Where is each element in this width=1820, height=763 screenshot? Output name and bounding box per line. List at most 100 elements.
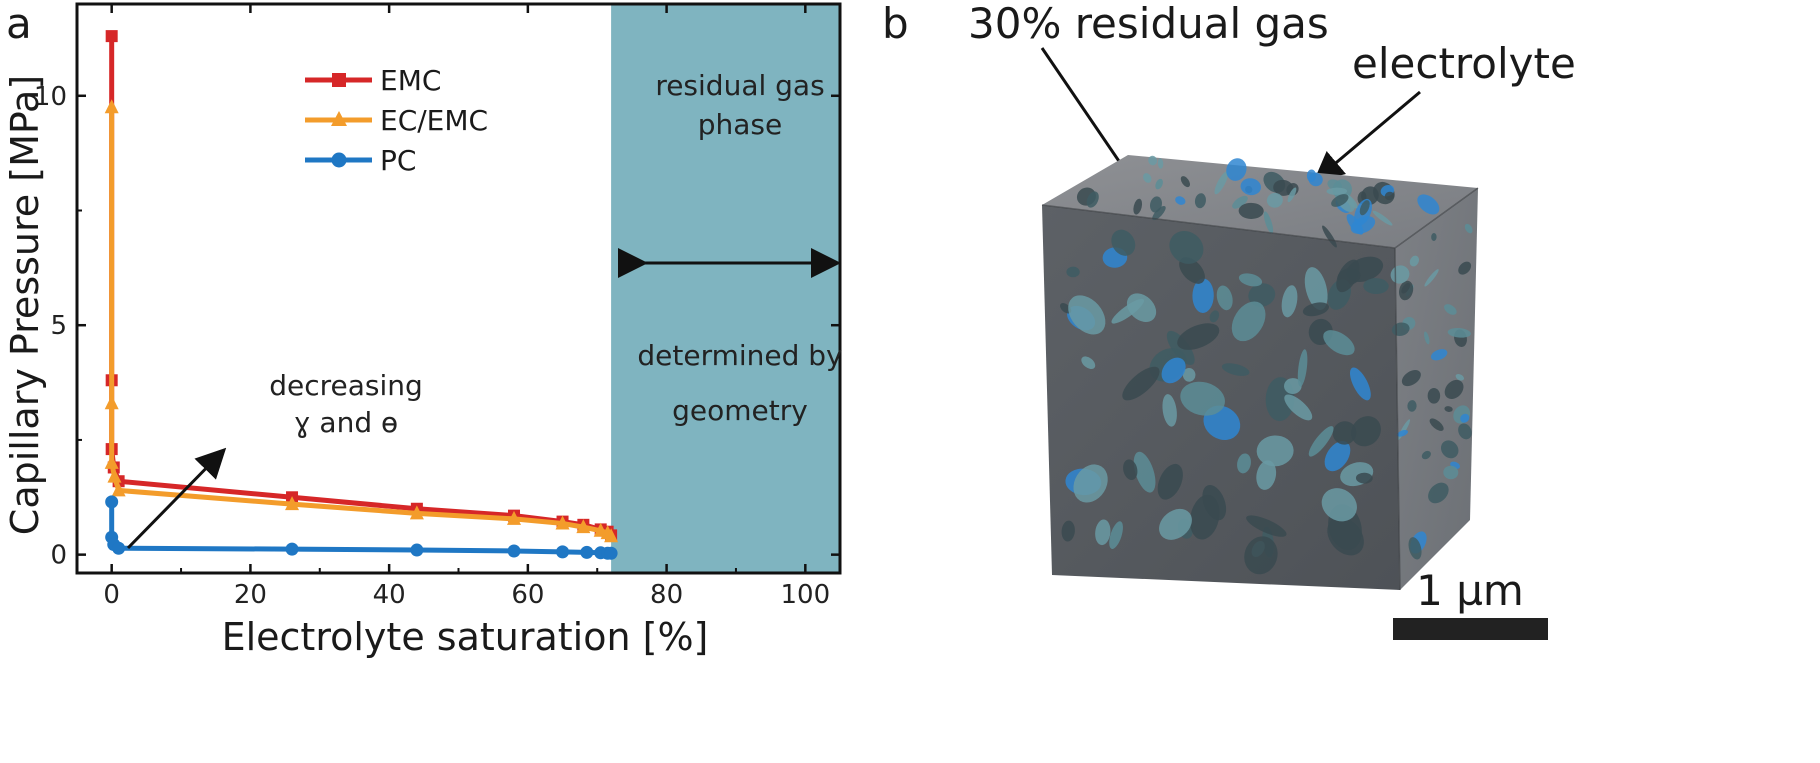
pore	[1237, 453, 1251, 474]
pore	[1180, 381, 1225, 416]
pore	[1109, 521, 1123, 549]
data-point	[604, 546, 618, 560]
pore	[1349, 367, 1371, 401]
pore	[1359, 200, 1370, 216]
pore	[1194, 193, 1206, 209]
data-point	[506, 510, 521, 525]
series-pc	[105, 495, 618, 560]
legend-marker-circle	[331, 152, 347, 168]
pore	[1162, 394, 1177, 427]
pore-pattern	[1060, 155, 1473, 575]
legend-item-ec-emc: EC/EMC	[305, 104, 488, 137]
pore	[1159, 508, 1192, 540]
x-tick-label: 40	[373, 580, 406, 610]
pore	[1086, 191, 1099, 208]
pore	[1464, 223, 1473, 234]
pore	[1306, 169, 1317, 182]
pore	[1308, 426, 1334, 457]
legend-label-emc: EMC	[380, 64, 441, 97]
x-tick-label: 60	[511, 580, 544, 610]
data-point	[104, 99, 119, 114]
porous-cube	[1041, 155, 1479, 591]
series-emc	[105, 30, 618, 542]
pore	[1440, 440, 1459, 459]
legend-label-pc: PC	[380, 144, 416, 177]
pore	[1157, 158, 1164, 169]
plot-frame	[75, 2, 842, 575]
pore	[1431, 233, 1437, 242]
pore	[1180, 176, 1191, 188]
pore	[1122, 366, 1160, 401]
electrolyte-label: electrolyte	[1352, 39, 1576, 88]
data-point	[285, 542, 299, 556]
pore	[1175, 196, 1186, 205]
x-tick-label: 20	[234, 580, 267, 610]
pore	[1273, 179, 1294, 196]
pore	[1284, 394, 1313, 421]
y-tick-label: 0	[50, 541, 67, 571]
pore	[1355, 472, 1373, 484]
pore	[1444, 406, 1453, 412]
pore	[1202, 484, 1227, 521]
pore	[1266, 192, 1283, 208]
pore	[1429, 418, 1444, 431]
pore	[1324, 441, 1351, 472]
pore	[1331, 194, 1349, 207]
legend-marker-square	[332, 73, 346, 87]
pore	[1214, 171, 1229, 195]
pore	[1216, 285, 1233, 311]
pore	[1179, 257, 1205, 284]
pore	[1458, 261, 1472, 275]
pore	[1148, 155, 1158, 166]
legend-label-ec-emc: EC/EMC	[380, 104, 488, 137]
data-point	[410, 543, 424, 557]
pore	[1240, 178, 1262, 196]
pore	[1427, 387, 1441, 404]
pore	[1226, 158, 1247, 181]
series-line	[109, 107, 613, 539]
pore	[1123, 459, 1138, 481]
pore	[1304, 267, 1328, 310]
pore	[1401, 369, 1421, 387]
microstructure-render: 30% residual gas electrolyte 1 µm	[968, 0, 1576, 640]
region-label-line1: residual gas	[655, 69, 824, 102]
data-point	[604, 528, 619, 543]
pore	[1133, 198, 1143, 215]
pore	[1430, 349, 1448, 361]
pore	[1407, 400, 1417, 412]
region-label-line3: determined by	[637, 339, 842, 372]
data-point	[105, 30, 118, 43]
residual-gas-region	[611, 4, 840, 573]
region-label-line2: phase	[698, 108, 783, 141]
pore	[1209, 310, 1220, 323]
residual-gas-label: 30% residual gas	[968, 0, 1329, 48]
pore	[1408, 537, 1422, 560]
pore	[1238, 202, 1264, 219]
pore	[1297, 349, 1308, 387]
pore	[1256, 460, 1277, 490]
pore	[1424, 331, 1430, 345]
pore	[1384, 191, 1395, 201]
electrolyte-arrow	[1313, 90, 1421, 182]
pore	[1322, 225, 1337, 248]
pore	[1248, 283, 1276, 307]
pore	[1143, 173, 1152, 183]
series-line	[109, 36, 613, 538]
pore	[1152, 205, 1166, 221]
pore	[1455, 373, 1464, 381]
pore	[1231, 301, 1266, 342]
data-point	[104, 395, 119, 410]
data-point	[576, 519, 591, 534]
trend-arrow	[126, 447, 227, 550]
pore	[1169, 230, 1204, 264]
data-point	[285, 496, 300, 511]
y-axis-title: Capillary Pressure [MPa]	[3, 75, 47, 535]
data-point	[409, 505, 424, 520]
pore	[1061, 520, 1075, 542]
y-tick-label: 5	[50, 311, 67, 341]
region-label-line4: geometry	[672, 394, 808, 427]
pore	[1244, 536, 1278, 575]
pore	[1326, 187, 1348, 195]
pore	[1284, 378, 1302, 394]
